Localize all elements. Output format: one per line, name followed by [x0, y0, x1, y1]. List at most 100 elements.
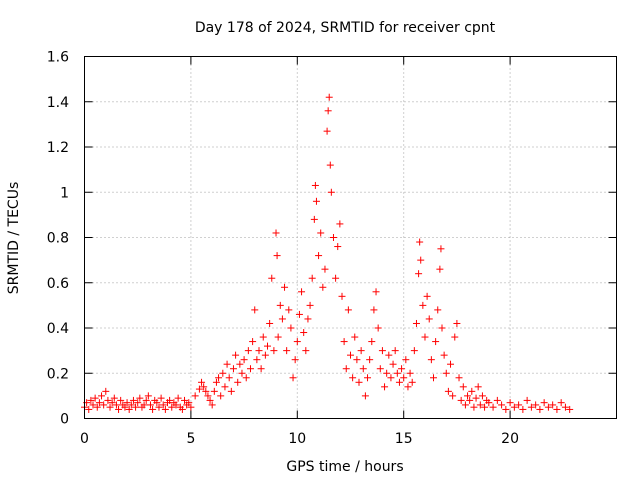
data-point — [212, 378, 220, 386]
data-point — [476, 401, 484, 409]
data-point — [174, 394, 182, 402]
data-point — [293, 338, 301, 346]
data-point — [87, 396, 95, 404]
x-tick-label: 5 — [186, 431, 195, 447]
data-point — [427, 356, 435, 364]
data-point — [553, 405, 561, 413]
x-tick-label: 15 — [395, 431, 413, 447]
data-point — [106, 403, 114, 411]
data-point — [319, 283, 327, 291]
data-point — [355, 378, 363, 386]
data-point — [202, 387, 210, 395]
data-point — [437, 245, 445, 253]
data-point — [429, 374, 437, 382]
data-point — [289, 374, 297, 382]
data-point — [544, 403, 552, 411]
data-point — [287, 324, 295, 332]
data-point — [332, 274, 340, 282]
data-point — [146, 401, 154, 409]
data-point — [378, 347, 386, 355]
data-point — [121, 403, 129, 411]
chart-title: Day 178 of 2024, SRMTID for receiver cpn… — [195, 20, 496, 36]
data-point — [342, 365, 350, 373]
data-point — [361, 392, 369, 400]
data-point — [324, 107, 332, 115]
data-point — [451, 333, 459, 341]
data-point — [295, 310, 303, 318]
data-point — [144, 392, 152, 400]
y-tick-label: 1 — [60, 185, 69, 201]
y-tick-label: 0.8 — [47, 231, 69, 247]
data-point — [410, 347, 418, 355]
data-point — [336, 220, 344, 228]
y-axis-label: SRMTID / TECUs — [6, 182, 22, 295]
data-point — [357, 347, 365, 355]
data-point — [217, 392, 225, 400]
data-point — [232, 351, 240, 359]
data-point — [398, 365, 406, 373]
data-point — [347, 351, 354, 359]
data-point — [140, 401, 148, 409]
data-point — [340, 338, 348, 346]
data-point — [523, 396, 531, 404]
data-point — [485, 399, 493, 407]
data-point — [359, 365, 367, 373]
data-point — [281, 283, 289, 291]
data-point — [168, 403, 176, 411]
data-point — [395, 378, 403, 386]
data-point — [244, 347, 252, 355]
data-point — [368, 338, 376, 346]
data-point — [240, 356, 248, 364]
data-point — [510, 403, 518, 411]
data-point — [400, 374, 408, 382]
data-point — [338, 292, 346, 300]
data-point — [266, 319, 274, 327]
data-point — [272, 229, 280, 237]
data-point — [421, 333, 429, 341]
data-point — [208, 401, 216, 409]
data-point — [423, 292, 431, 300]
data-point — [259, 333, 267, 341]
x-tick-label: 0 — [80, 431, 89, 447]
data-point — [383, 369, 391, 377]
data-point — [227, 387, 235, 395]
data-point — [436, 265, 444, 273]
data-point — [100, 401, 108, 409]
data-point — [102, 387, 110, 395]
data-point — [185, 399, 193, 407]
data-point — [198, 378, 206, 386]
data-point — [249, 338, 257, 346]
data-point — [502, 405, 510, 413]
data-point — [257, 365, 265, 373]
data-point — [85, 405, 93, 413]
data-point — [515, 401, 523, 409]
data-point — [432, 338, 440, 346]
data-point — [425, 315, 433, 323]
data-point — [234, 378, 242, 386]
data-point — [91, 394, 99, 402]
data-point — [532, 401, 540, 409]
data-point — [470, 403, 478, 411]
data-point — [536, 405, 544, 413]
data-point — [506, 399, 514, 407]
data-point — [326, 161, 334, 169]
data-point — [442, 369, 450, 377]
data-point — [223, 360, 231, 368]
data-point — [489, 403, 497, 411]
data-point — [344, 306, 352, 314]
data-point — [127, 401, 135, 409]
data-point — [125, 405, 133, 413]
data-point — [527, 403, 535, 411]
data-points — [81, 93, 574, 413]
data-point — [402, 356, 410, 364]
y-tick-label: 0 — [60, 412, 69, 428]
data-point — [225, 374, 233, 382]
data-point — [255, 347, 263, 355]
x-tick-label: 10 — [288, 431, 306, 447]
y-tick-label: 1.2 — [47, 140, 69, 156]
data-point — [444, 387, 452, 395]
data-point — [98, 392, 106, 400]
data-point — [447, 360, 455, 368]
data-point — [364, 374, 372, 382]
data-point — [385, 351, 393, 359]
